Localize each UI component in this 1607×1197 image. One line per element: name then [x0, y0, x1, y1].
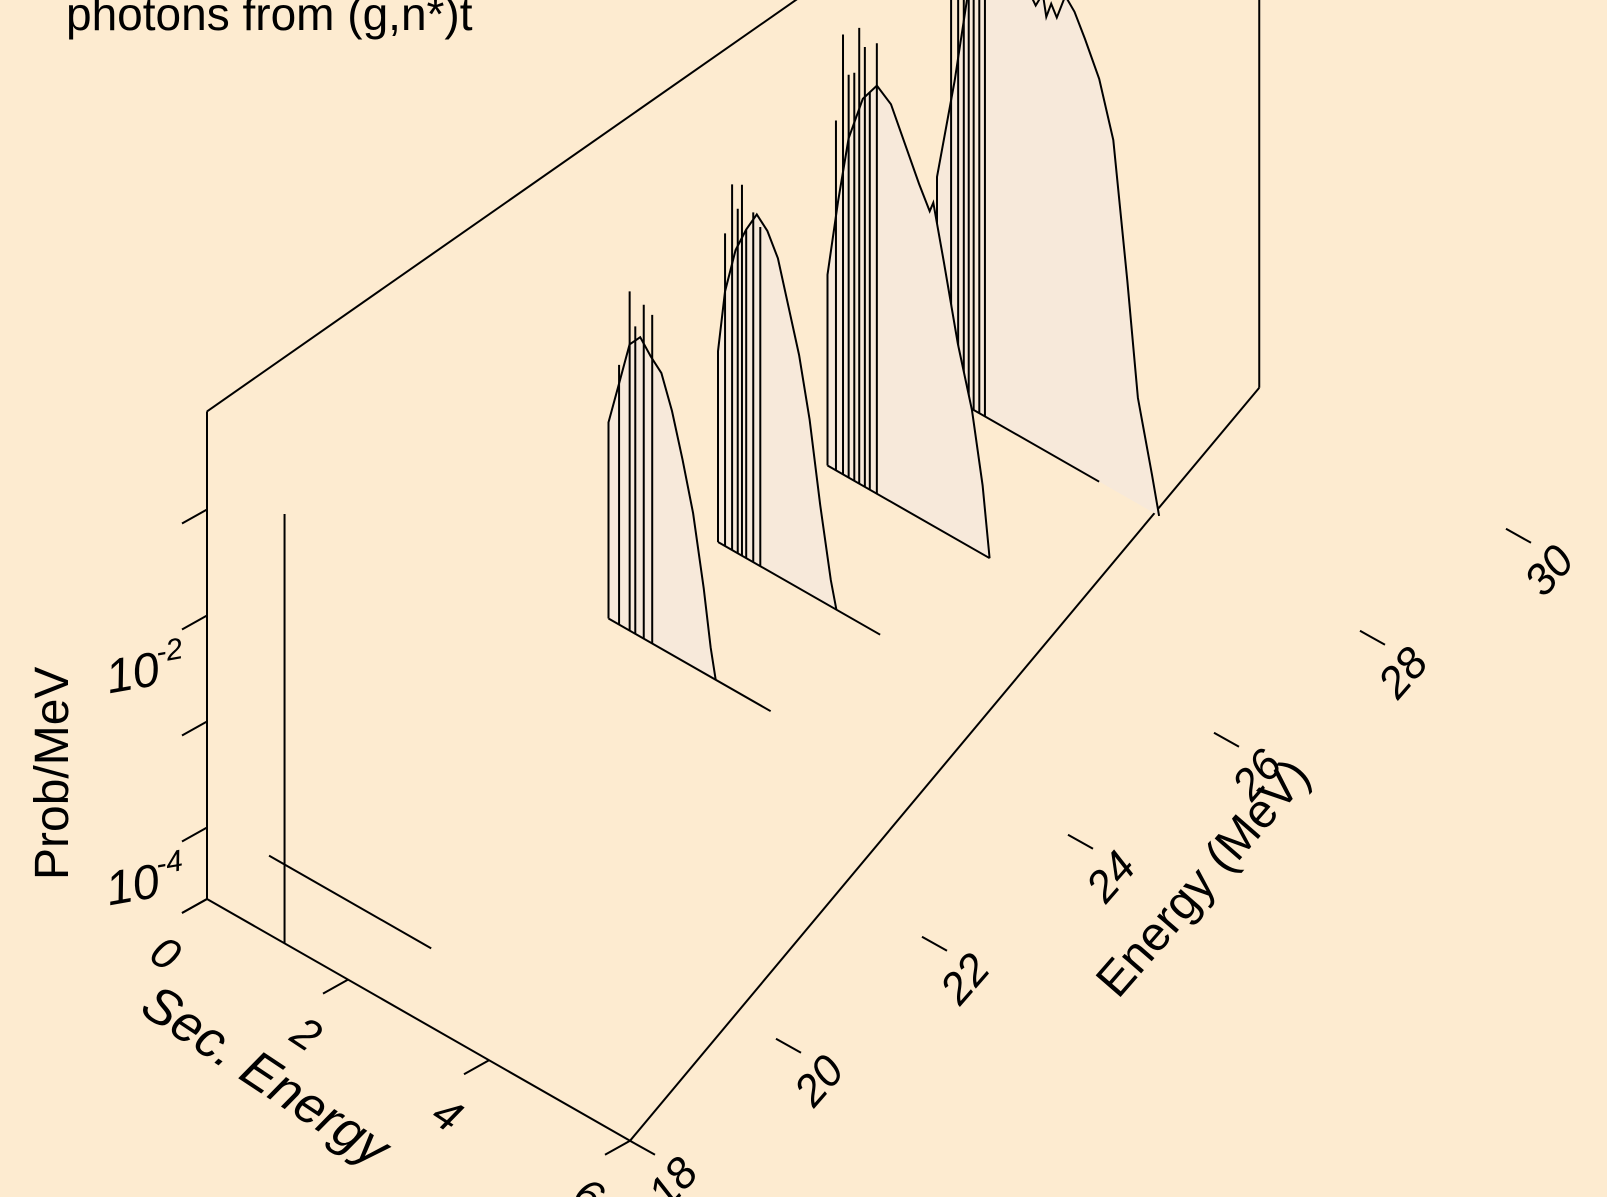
series-23.5: [607, 291, 772, 713]
series-baseline: [268, 854, 432, 950]
z-tick-mark: [921, 935, 948, 952]
y-tick-text: 10-2: [101, 632, 190, 704]
x-axis-line: [206, 898, 631, 1142]
series-layer: [268, 0, 1161, 950]
continuum-fill: [718, 214, 837, 610]
y-axis-label: Prob/MeV: [26, 667, 79, 880]
y-tick-label: 10-4: [101, 844, 190, 916]
y-tick-mark: [181, 614, 208, 631]
y-tick-mark: [181, 508, 208, 525]
series-baseline: [608, 617, 772, 713]
z-tick-mark: [629, 1139, 656, 1156]
z-tick-mark: [1213, 731, 1240, 748]
z-tick-mark: [1505, 527, 1532, 544]
continuum-curve: [717, 212, 838, 610]
series-25: [717, 184, 881, 636]
series-baseline: [717, 541, 881, 636]
chart-title: photons from (g,n*)t: [66, 0, 473, 40]
series-18.85: [268, 854, 432, 950]
x-tick-mark: [463, 1059, 490, 1076]
z-tick-mark: [775, 1037, 802, 1054]
frame-top-back: [206, 0, 798, 413]
y-tick-mark: [181, 826, 208, 843]
y-tick-text: 10-4: [101, 844, 190, 916]
continuum-fill: [937, 0, 1160, 516]
y-tick-mark: [181, 720, 208, 737]
continuum-fill: [827, 85, 990, 559]
y-tick-label: 10-2: [101, 632, 190, 704]
series-baseline: [827, 464, 991, 560]
y-tick-mark: [181, 898, 208, 914]
z-tick-mark: [1067, 833, 1094, 850]
x-tick-mark: [322, 978, 349, 995]
x-tick-mark: [604, 1139, 631, 1156]
z-tick-mark: [1359, 629, 1386, 646]
axes-frame: [206, 0, 1261, 1142]
z-axis-line: [629, 387, 1261, 1142]
continuum-curve: [936, 0, 1161, 517]
series-26.5: [826, 27, 991, 560]
